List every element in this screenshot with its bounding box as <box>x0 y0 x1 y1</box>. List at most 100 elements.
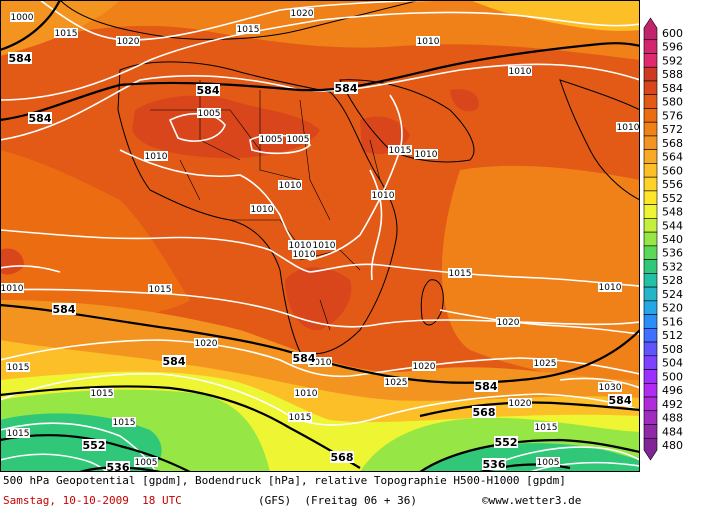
geopotential-label: 584 <box>9 52 32 65</box>
isobar-label-bg <box>294 388 318 398</box>
legend-swatch <box>643 163 658 178</box>
geopotential-label-bg <box>474 380 498 392</box>
isobar-label-bg <box>0 283 24 293</box>
legend-value-label: 572 <box>662 123 683 136</box>
contour-584-south <box>0 303 640 384</box>
isobar-label: 1015 <box>389 146 412 156</box>
isobar-label: 1015 <box>55 29 78 39</box>
legend-value-label: 524 <box>662 288 683 301</box>
geopotential-label: 584 <box>293 352 316 365</box>
legend-swatch <box>643 245 658 260</box>
isobar-label-bg <box>112 417 136 427</box>
isobar-label-bg <box>6 428 30 438</box>
field-southwest-teal <box>0 413 162 472</box>
legend-swatch <box>643 273 658 288</box>
isobar-label: 1005 <box>260 135 283 145</box>
geopotential-label: 552 <box>495 436 518 449</box>
legend-swatch <box>643 259 658 274</box>
geopotential-label-bg <box>28 112 52 124</box>
isobar-label: 1010 <box>145 152 168 162</box>
isobar-1030-east <box>559 377 640 389</box>
isobar-label: 1015 <box>91 389 114 399</box>
legend-value-label: 508 <box>662 343 683 356</box>
isobar-label: 1015 <box>7 429 30 439</box>
legend-value-label: 492 <box>662 398 683 411</box>
isobar-label-bg <box>448 268 472 278</box>
isobar-label-bg <box>308 357 332 367</box>
isobar-label-bg <box>290 8 314 18</box>
legend-value-label: 580 <box>662 96 683 109</box>
legend-swatch <box>643 149 658 164</box>
contour-568-east <box>419 401 640 418</box>
isobar-label-bg <box>116 36 140 46</box>
geopotential-label-bg <box>482 458 506 470</box>
geopotential-label-bg <box>52 303 76 315</box>
legend-swatch <box>643 231 658 247</box>
borders <box>150 80 381 331</box>
legend-swatch <box>643 17 658 41</box>
geopotential-label-bg <box>162 355 186 367</box>
contour-568-south <box>0 385 361 469</box>
geopotential-label: 568 <box>331 451 354 464</box>
geopotential-label: 584 <box>335 82 358 95</box>
isobar-label-bg <box>412 361 436 371</box>
isobar-label-bg <box>194 338 218 348</box>
isobar-1025-south <box>0 372 640 426</box>
contour-552-east <box>419 438 640 472</box>
isobar-label-bg <box>286 134 310 144</box>
isobar-label-bg <box>288 412 312 422</box>
isobar-label: 1005 <box>198 109 221 119</box>
isobar-label-bg <box>616 122 640 132</box>
isobar-label-bg <box>508 66 532 76</box>
isobar-label-bg <box>278 180 302 190</box>
isobar-label: 1020 <box>413 362 436 372</box>
legend-value-label: 496 <box>662 384 683 397</box>
legend-value-label: 480 <box>662 439 683 452</box>
legend-swatch <box>643 314 658 329</box>
isobar-label-bg <box>134 457 158 467</box>
footer-date: Samstag, 10-10-2009 18 UTC <box>3 494 182 507</box>
footer-description: 500 hPa Geopotential [gpdm], Bodendruck … <box>3 474 566 487</box>
isobar-label-bg <box>598 382 622 392</box>
geopotential-label-bg <box>106 461 130 472</box>
isobar-label-bg <box>144 151 168 161</box>
geopotential-label: 584 <box>53 303 76 316</box>
isobar-label: 1010 <box>617 123 640 133</box>
geopotential-label-bg <box>472 406 496 418</box>
footer-credit-link[interactable]: ©www.wetter3.de <box>482 494 582 507</box>
geopotential-label-bg <box>494 436 518 448</box>
isobar-label: 1010 <box>372 191 395 201</box>
isobar-label-bg <box>236 24 260 34</box>
legend-swatch <box>643 66 658 82</box>
isobar-label-bg <box>10 12 34 22</box>
geopotential-label: 536 <box>483 458 506 471</box>
field-arabia-hot <box>360 116 410 155</box>
legend-swatch <box>643 218 658 233</box>
map-footer: 500 hPa Geopotential [gpdm], Bodendruck … <box>0 472 704 513</box>
geopotential-label-bg <box>608 394 632 406</box>
isobar-label-bg <box>508 398 532 408</box>
isobar-label: 1015 <box>535 423 558 433</box>
isobars <box>0 0 640 472</box>
isobar-label: 1015 <box>7 363 30 373</box>
legend-swatch <box>643 108 658 123</box>
isobar-1010-southwest <box>0 453 109 472</box>
isobar-label-bg <box>598 282 622 292</box>
legend-value-label: 528 <box>662 274 683 287</box>
map-frame <box>0 0 640 472</box>
legend-swatch <box>643 53 658 68</box>
field-westcoast-hot <box>0 248 24 275</box>
isobar-1015-south <box>0 288 640 328</box>
legend-value-label: 520 <box>662 302 683 315</box>
isobar-label-bg <box>54 28 78 38</box>
isobar-label-bg <box>197 108 221 118</box>
geopotential-label: 568 <box>473 406 496 419</box>
legend-swatch <box>643 424 658 439</box>
contour-588-northwest <box>0 0 61 52</box>
geopotential-label-bg <box>82 439 106 451</box>
geopotential-label: 584 <box>29 112 52 125</box>
isobar-label-bg <box>414 149 438 159</box>
isobar-label-bg <box>312 240 336 250</box>
